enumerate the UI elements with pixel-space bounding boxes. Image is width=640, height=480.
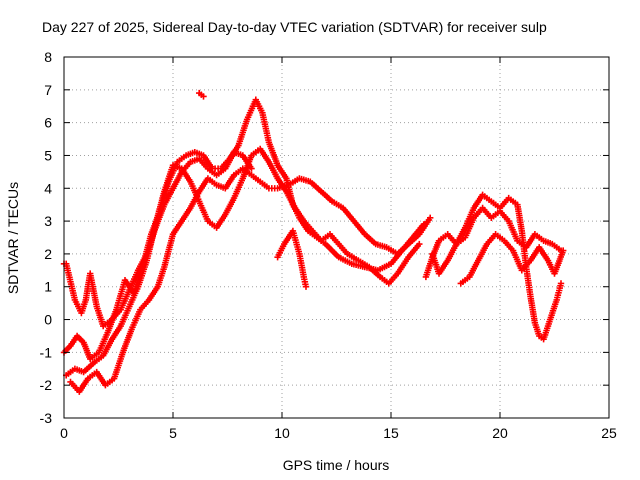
x-tick-label: 15 <box>383 425 399 441</box>
series-track-4 <box>60 149 255 330</box>
series-track-6 <box>422 204 567 287</box>
data-points <box>63 145 423 379</box>
y-axis-label: SDTVAR / TECUs <box>5 182 21 294</box>
x-tick-label: 10 <box>274 425 290 441</box>
y-tick-label: 6 <box>44 115 52 131</box>
x-axis-label: GPS time / hours <box>283 457 390 473</box>
series-track-3 <box>67 165 434 395</box>
x-tick-label: 25 <box>601 425 617 441</box>
tick-labels: 0 5 10 15 20 25 -3 -2 -1 0 1 2 3 4 5 6 7 8 <box>40 49 617 441</box>
y-tick-label: 7 <box>44 82 52 98</box>
y-tick-label: -1 <box>40 344 53 360</box>
series-track-2 <box>63 145 423 379</box>
y-tick-label: 4 <box>44 180 52 196</box>
data-points <box>60 149 255 330</box>
data-points <box>196 89 565 343</box>
y-tick-label: 3 <box>44 213 52 229</box>
y-tick-label: 1 <box>44 279 52 295</box>
series-track-5 <box>196 89 565 343</box>
y-tick-label: -3 <box>40 410 53 426</box>
y-tick-label: 8 <box>44 49 52 65</box>
x-tick-label: 0 <box>60 425 68 441</box>
y-tick-label: -2 <box>40 377 53 393</box>
y-tick-label: 0 <box>44 312 52 328</box>
chart-title: Day 227 of 2025, Sidereal Day-to-day VTE… <box>42 19 547 35</box>
y-tick-label: 5 <box>44 147 52 163</box>
data-markers <box>60 89 567 395</box>
data-points <box>67 165 434 395</box>
y-tick-label: 2 <box>44 246 52 262</box>
x-tick-label: 5 <box>169 425 177 441</box>
data-points <box>422 204 567 287</box>
plot-frame <box>63 56 610 419</box>
axis-ticks <box>63 56 610 419</box>
data-points <box>60 96 427 363</box>
series-track-1 <box>60 96 427 363</box>
x-tick-label: 20 <box>492 425 508 441</box>
